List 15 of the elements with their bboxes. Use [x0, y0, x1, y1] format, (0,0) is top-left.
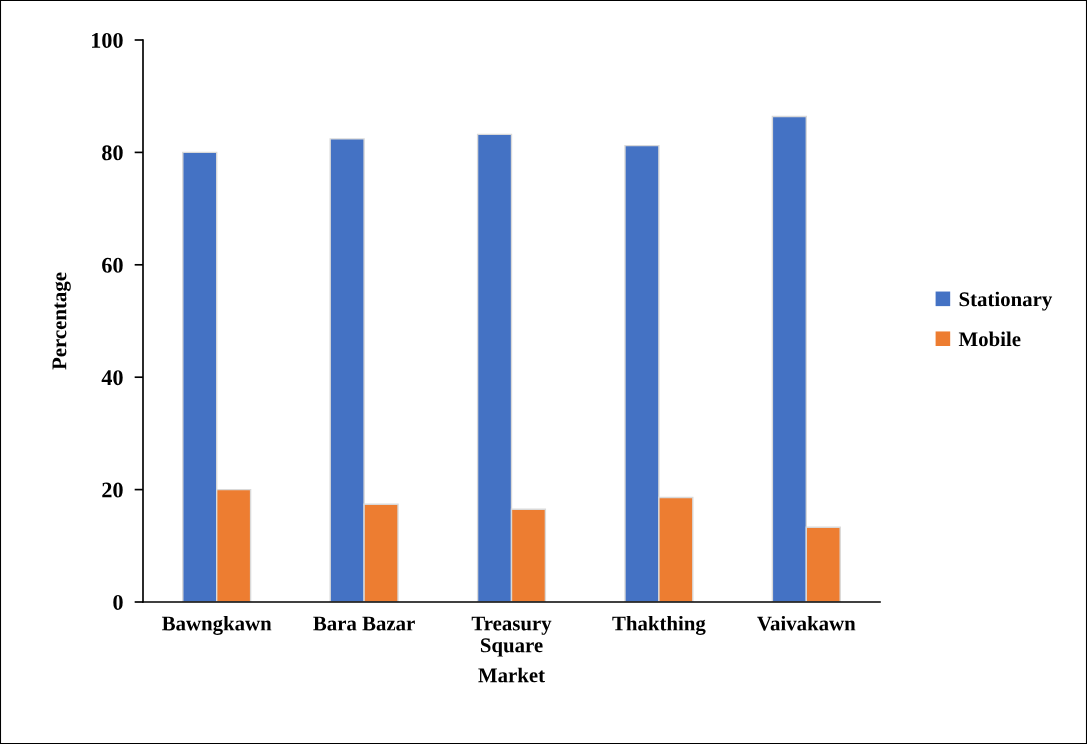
legend-label: Mobile	[958, 331, 1021, 347]
y-tick-label: 100	[92, 32, 123, 48]
legend-label: Stationary	[959, 291, 1053, 311]
x-tick-label: Thakthing	[612, 615, 706, 635]
y-tick-label: 80	[102, 145, 123, 161]
x-tick-label: Vaivakawn	[757, 615, 856, 631]
y-tick-label: 20	[102, 482, 123, 498]
y-tick-label: 40	[101, 370, 123, 386]
x-tick-label: Treasury Square	[471, 616, 552, 657]
y-tick-label: 60	[102, 257, 123, 273]
x-tick-label: Bawngkawn	[162, 615, 272, 635]
x-tick-label: Bara Bazar	[313, 616, 415, 631]
y-tick-label: 0	[113, 594, 123, 610]
x-axis-title: Market	[478, 667, 545, 683]
y-axis-title: Percentage	[52, 272, 71, 370]
